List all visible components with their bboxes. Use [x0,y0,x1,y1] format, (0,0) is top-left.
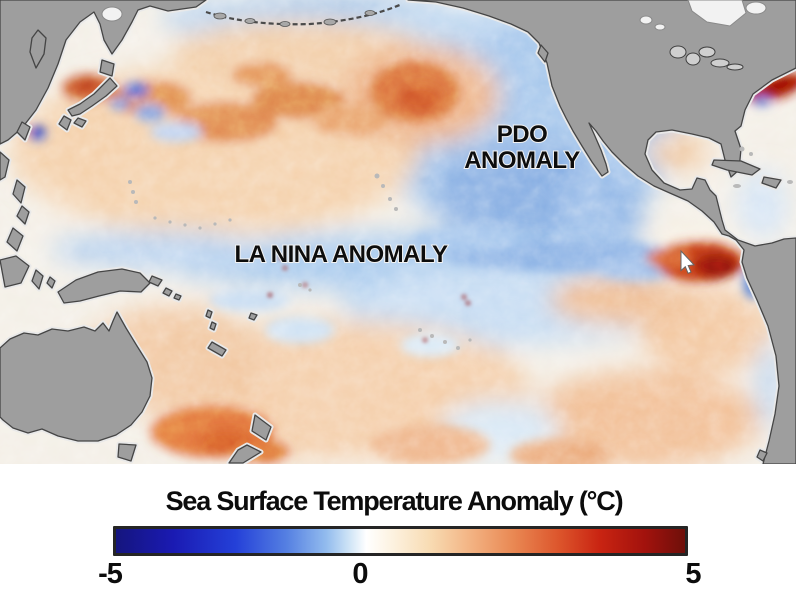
pacific-sst-anomaly-map: PDO ANOMALY LA NINA ANOMALY [0,0,796,464]
mouse-cursor [680,249,696,274]
map-label-pdo-line2: ANOMALY [464,147,580,174]
map-label-pdo-line1: PDO [497,121,548,148]
map-label-la-nina: LA NINA ANOMALY [235,241,448,268]
ocean-anomaly-field [0,0,796,464]
legend-title: Sea Surface Temperature Anomaly (°C) [165,486,624,516]
colorbar-tick-max: 5 [685,558,701,590]
land-masses [0,0,796,464]
great-lakes [669,45,744,71]
colorbar-legend: Sea Surface Temperature Anomaly (°C) -5 … [0,464,796,616]
colorbar-tick-mid: 0 [352,558,368,590]
island-specks [128,146,793,350]
colorbar-tick-min: -5 [98,558,123,590]
snow-ice-patches [101,0,767,31]
aleutian-islands [205,2,403,26]
colorbar [113,526,688,556]
